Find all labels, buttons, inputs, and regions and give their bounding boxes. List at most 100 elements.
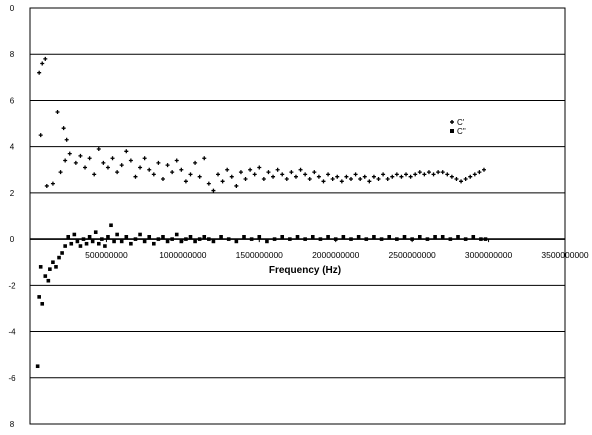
data-point — [477, 170, 482, 175]
data-point — [147, 167, 152, 172]
data-point — [353, 172, 358, 177]
x-tick-label: 3000000000 — [465, 250, 513, 260]
data-point — [183, 179, 188, 184]
data-point — [402, 235, 407, 239]
data-point — [202, 235, 207, 239]
data-point — [298, 167, 303, 172]
data-point — [105, 165, 110, 170]
data-point — [48, 267, 52, 271]
data-point — [372, 235, 376, 239]
data-point — [101, 160, 106, 165]
data-point — [344, 174, 349, 179]
data-point — [310, 235, 315, 239]
y-tick-label: 8 — [10, 420, 15, 429]
data-point — [371, 174, 376, 179]
data-point — [63, 244, 67, 248]
y-tick-label: 0 — [10, 235, 15, 244]
data-point — [364, 237, 369, 241]
legend-label-c-double-prime: C'' — [457, 127, 466, 136]
data-point — [60, 251, 64, 255]
data-point — [379, 237, 384, 241]
data-point — [128, 158, 133, 163]
x-tick-label: 2500000000 — [389, 250, 437, 260]
data-point — [138, 165, 143, 170]
data-point — [119, 239, 124, 244]
data-point — [35, 364, 40, 369]
data-point — [92, 172, 97, 177]
data-point — [170, 170, 175, 175]
data-point — [174, 232, 179, 237]
data-point — [349, 177, 353, 182]
data-point — [468, 174, 473, 179]
data-point — [64, 137, 69, 142]
series-group — [35, 56, 488, 369]
data-point — [307, 177, 312, 182]
plot-area — [29, 7, 566, 425]
data-point — [257, 165, 262, 170]
data-point — [422, 172, 427, 177]
data-point — [362, 174, 367, 179]
data-point — [284, 177, 289, 182]
data-point — [449, 174, 454, 179]
data-point — [280, 235, 285, 239]
data-point — [318, 237, 323, 241]
data-point — [72, 232, 77, 237]
data-point — [211, 239, 216, 244]
data-point — [142, 239, 147, 244]
data-point — [38, 133, 43, 138]
data-point — [229, 174, 234, 179]
data-point — [341, 235, 346, 239]
data-point — [387, 235, 392, 239]
data-point — [280, 172, 285, 177]
data-point — [303, 237, 307, 241]
data-point — [431, 172, 436, 177]
data-point — [349, 237, 353, 241]
data-point — [289, 170, 294, 175]
data-point — [197, 237, 202, 241]
data-point — [124, 235, 129, 239]
data-point — [472, 172, 477, 177]
data-point — [129, 241, 133, 246]
data-point — [73, 160, 78, 165]
data-point — [37, 70, 42, 75]
data-point — [471, 235, 476, 239]
data-point — [243, 177, 248, 182]
data-point — [58, 170, 63, 175]
data-point — [78, 153, 83, 158]
data-point — [417, 170, 422, 175]
data-point — [216, 172, 221, 177]
data-point — [288, 237, 292, 241]
data-point — [433, 235, 437, 239]
data-point — [156, 237, 161, 241]
data-point — [219, 235, 223, 239]
data-point — [156, 160, 161, 165]
data-point — [321, 179, 326, 184]
data-point — [96, 146, 101, 151]
data-point — [115, 170, 120, 175]
data-point — [425, 237, 430, 241]
data-point — [326, 235, 330, 239]
data-point — [78, 244, 83, 248]
data-point — [312, 170, 317, 175]
data-point — [448, 237, 453, 241]
data-point — [44, 183, 49, 188]
data-point — [147, 235, 152, 239]
data-point — [440, 170, 445, 175]
data-point — [358, 177, 363, 182]
y-tick-label: -4 — [8, 328, 16, 337]
data-point — [174, 158, 179, 163]
data-point — [266, 170, 271, 175]
data-point — [335, 174, 340, 179]
data-point — [152, 241, 156, 246]
data-point — [142, 156, 147, 161]
data-point — [133, 174, 138, 179]
data-point — [112, 239, 116, 244]
data-point — [404, 172, 409, 177]
y-tick-label: 4 — [10, 143, 15, 152]
data-point — [87, 156, 92, 161]
data-point — [225, 167, 230, 172]
data-point — [293, 174, 298, 179]
legend-item-c-prime: C' — [450, 118, 465, 127]
data-point — [408, 174, 413, 179]
data-point — [66, 235, 71, 239]
